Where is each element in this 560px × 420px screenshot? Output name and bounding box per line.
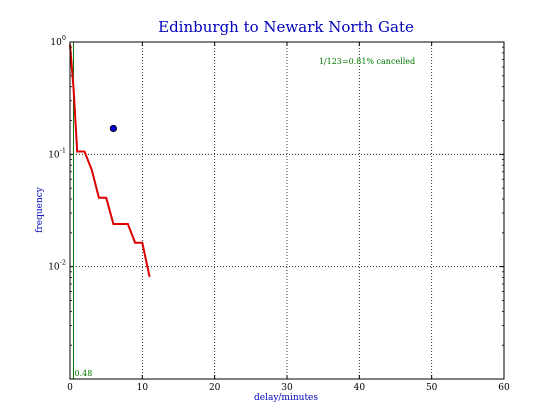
x-tick-label: 10 [137, 383, 149, 393]
x-tick-labels: 0 10 20 30 40 50 60 [67, 383, 510, 393]
x-tick-label: 60 [498, 383, 510, 393]
x-tick-label: 0 [67, 383, 73, 393]
y-tick-base: 10 [48, 150, 60, 160]
y-tick-label: 10-2 [48, 259, 66, 273]
series-line [69, 44, 151, 278]
y-tick-exponent: -1 [60, 146, 66, 154]
median-label: 0.48 [74, 369, 92, 378]
y-tick-base: 10 [48, 263, 60, 273]
cancelled-annotation: 1/123=0.81% cancelled [319, 57, 415, 66]
chart-title: Edinburgh to Newark North Gate [158, 18, 414, 36]
grid [70, 42, 504, 379]
x-axis-label: delay/minutes [254, 393, 318, 403]
x-tick-label: 20 [209, 383, 221, 393]
y-tick-exponent: 0 [62, 34, 66, 42]
y-tick-exponent: -2 [60, 259, 66, 267]
y-tick-base: 10 [50, 38, 62, 48]
x-tick-label: 40 [354, 383, 366, 393]
plot-area [69, 42, 151, 379]
y-tick-label: 100 [50, 34, 66, 48]
x-tick-label: 50 [426, 383, 438, 393]
x-tick-label: 30 [281, 383, 293, 393]
plot-frame [69, 41, 505, 380]
y-axis-label: frequency [35, 186, 45, 233]
y-tick-label: 10-1 [48, 146, 66, 160]
data-point [109, 124, 118, 133]
